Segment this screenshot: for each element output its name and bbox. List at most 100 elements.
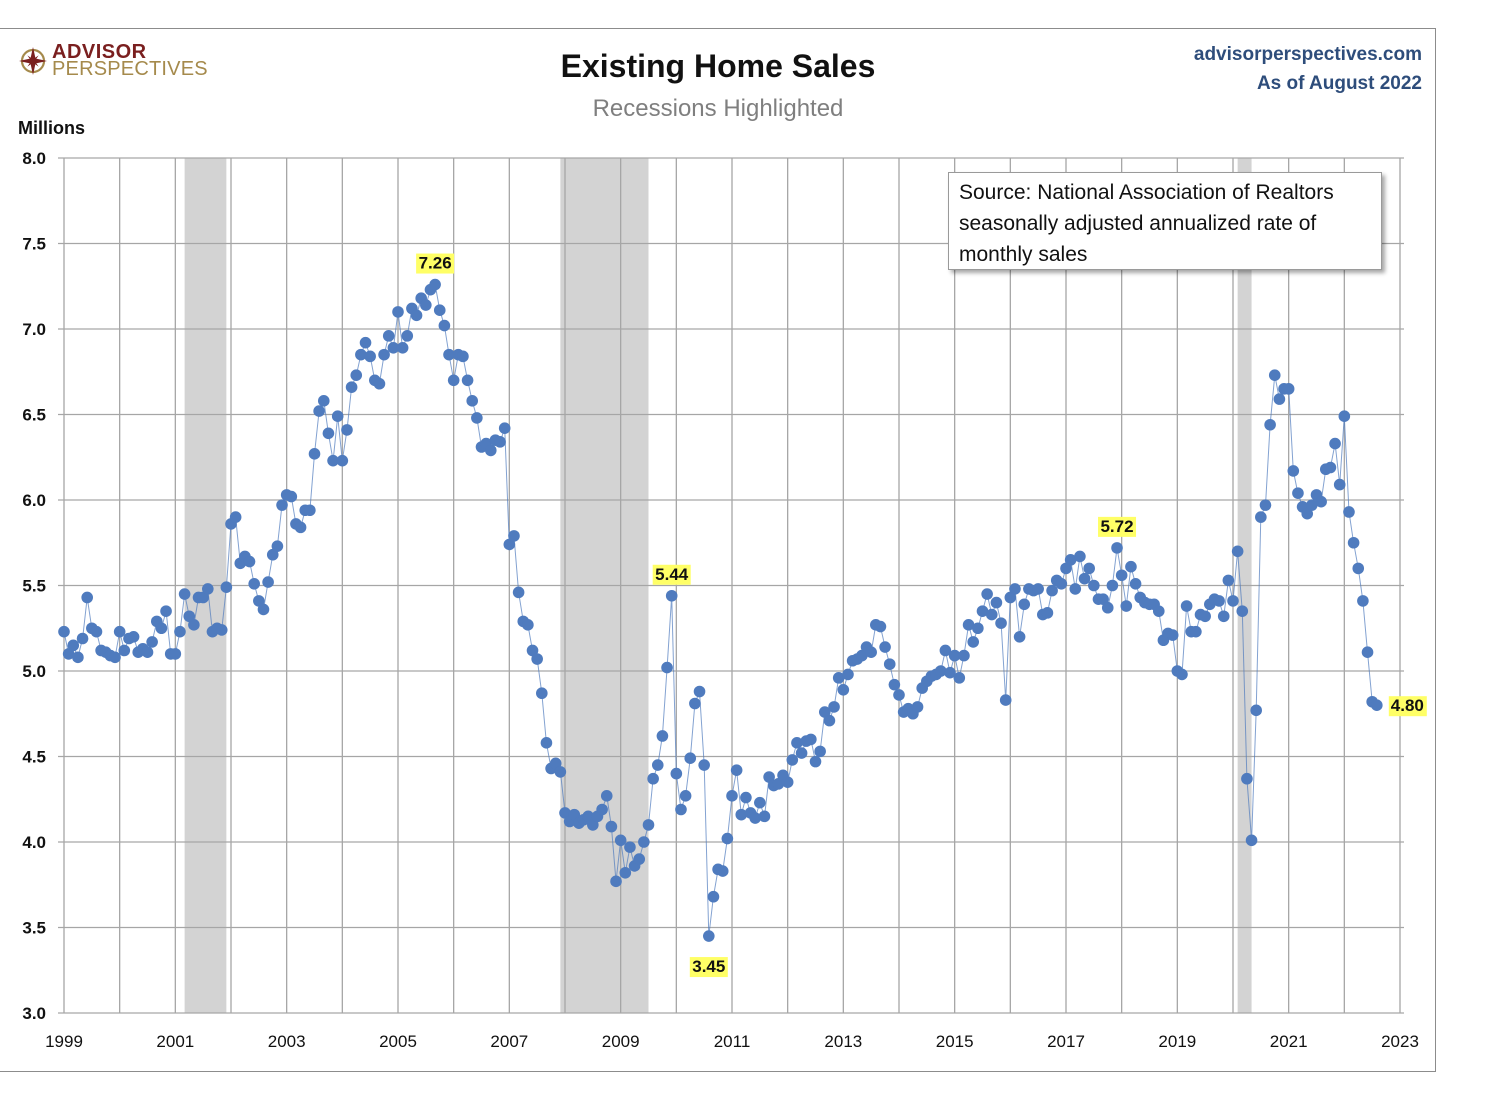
data-point [1338,410,1351,423]
data-point [716,865,729,877]
data-point [531,653,543,665]
data-point [1097,593,1109,605]
data-point [856,649,868,662]
x-tick-label: 2009 [602,1032,640,1051]
data-point [689,697,701,710]
series-points [58,278,1383,942]
data-point [1018,598,1031,611]
data-point [823,714,836,727]
data-point [749,812,761,824]
data-point [740,791,752,804]
data-point [693,685,706,698]
data-point [401,330,414,342]
data-point [559,807,571,819]
data-point [382,330,395,342]
y-tick-label: 5.0 [22,662,46,681]
data-point [675,803,687,816]
data-point [600,790,613,802]
x-tick-label: 2023 [1381,1032,1419,1051]
data-point [1245,834,1258,847]
data-point [1055,577,1068,590]
data-point [939,644,952,657]
y-axis-ticks: 3.0 3.5 4.0 4.5 5.0 5.5 6.0 6.5 7.0 7.5 8.0 [22,149,46,1023]
data-point [967,636,980,648]
data-point [262,576,274,588]
x-tick-label: 2005 [379,1032,417,1051]
data-point [781,776,794,788]
data-point [1361,646,1374,658]
data-point [874,620,887,633]
y-tick-label: 4.0 [22,833,46,852]
data-point [364,350,376,363]
data-point [1125,560,1137,573]
data-point [266,548,279,561]
data-point [308,448,321,460]
data-point [466,395,479,407]
data-point [327,454,339,467]
data-point [341,424,353,436]
data-point [990,596,1003,609]
data-point [174,625,186,638]
data-point [1213,595,1225,607]
data-point [642,819,655,831]
data-point [169,648,182,660]
data-point [772,778,785,790]
data-point [726,790,738,802]
y-axis-label: Millions [18,118,85,138]
data-point [508,530,520,542]
data-point [1236,605,1249,617]
data-point [633,853,646,865]
data-point [596,803,608,816]
data-point [1329,437,1341,450]
data-point [976,605,989,617]
data-point [1268,369,1281,381]
data-point [1371,699,1383,711]
data-point [883,658,896,670]
as-of-date: As of August 2022 [1256,73,1422,94]
data-point [1088,579,1100,592]
data-point [763,771,775,783]
data-point [619,866,632,879]
data-point [985,608,998,621]
source-line-3: monthly sales [959,243,1088,266]
data-point [837,684,850,696]
data-point [1222,574,1235,587]
data-point [828,701,840,713]
data-point [1041,607,1054,619]
data-point [1111,542,1123,554]
data-point [248,577,260,590]
data-point [814,745,826,758]
data-point [215,624,228,636]
data-point [1078,572,1091,585]
data-point [1315,495,1327,508]
data-point [410,309,423,322]
data-point [317,395,330,407]
data-point [457,350,469,363]
data-point [1333,478,1346,491]
y-tick-label: 7.0 [22,320,46,339]
data-point [396,342,409,354]
data-point [818,706,831,718]
data-point [178,588,191,600]
data-point [842,668,854,681]
data-point [304,504,316,517]
data-point [1250,704,1262,717]
data-point [109,651,121,664]
annotation-label: 5.72 [1100,517,1133,536]
data-point [647,772,659,785]
data-point [587,819,599,831]
data-point [183,610,196,623]
data-point [1180,600,1193,612]
annotation-label: 5.44 [655,565,689,584]
data-point [893,689,905,701]
data-point [1032,583,1044,595]
data-point [141,646,154,658]
y-tick-label: 6.0 [22,491,46,510]
x-axis-ticks: 1999 2001 2003 2005 2007 2009 2011 2013 2015 2017… [45,1032,1419,1051]
data-point [1013,631,1026,643]
data-point [944,666,956,679]
data-point [447,374,460,387]
data-point [62,648,75,660]
data-point [503,538,516,551]
data-point [1282,383,1295,395]
